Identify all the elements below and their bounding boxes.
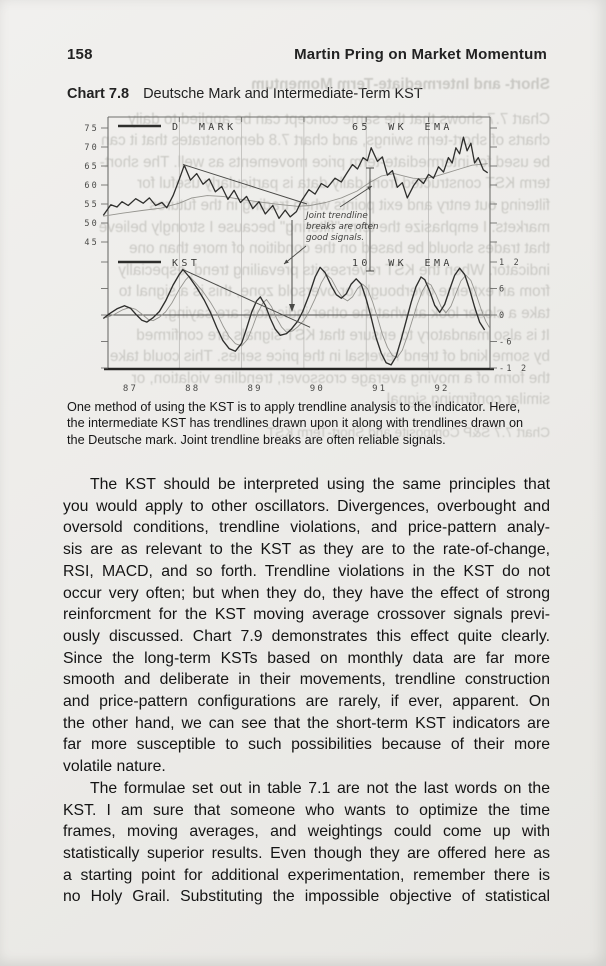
figure-title: Deutsche Mark and Intermediate-Term KST: [143, 86, 423, 102]
x-axis-label: 91: [372, 384, 387, 394]
text-line: smooth and deliberate in their movements…: [63, 671, 550, 689]
legend-dmark: D MARK: [172, 122, 237, 133]
figure-heading: Chart 7.8 Deutsche Mark and Intermediate-…: [67, 86, 423, 102]
text-line: RSI, MACD, and so forth. Trendline viola…: [63, 562, 550, 580]
kst-axis-label: 1 2: [499, 258, 521, 268]
price-axis-label: 55: [84, 200, 99, 210]
text-line: reinforcment for the KST moving average …: [63, 606, 550, 624]
x-axis-label: 90: [310, 384, 325, 394]
text-line: far more susceptible to such possibiliti…: [63, 736, 550, 754]
figure-chart: 75 70 65 60 55 50 45 1 2 6 0 -6 -1 2 87 88 89 90 91 92 D M…: [40, 100, 570, 410]
price-axis-label: 60: [84, 181, 99, 191]
text-line: Since the long-term KSTs based on monthl…: [63, 649, 550, 667]
paragraph-2: The formulae set out in table 7.1 are no…: [63, 778, 550, 908]
price-line: [102, 136, 489, 220]
text-line: KST. I am sure that someone who wants to…: [63, 801, 550, 819]
text-line: sis are as relevant to the KST as they a…: [63, 541, 550, 559]
body-text: The KST should be interpreted using the …: [63, 474, 550, 908]
text-line: the Deutsche mark. Joint trendline break…: [67, 432, 446, 447]
paragraph-1: The KST should be interpreted using the …: [63, 474, 550, 778]
price-ema-line: [103, 163, 488, 217]
kst-axis-label: 0: [499, 311, 506, 321]
joint-break-marker-head: [289, 304, 295, 312]
kst-axis-label: -6: [499, 338, 514, 348]
text-line: ously discussed. Chart 7.9 demonstrates …: [63, 627, 550, 645]
running-title: Martin Pring on Market Momentum: [294, 46, 547, 63]
annotation-arrow-up-head: [367, 186, 372, 191]
annotation-text: good signals.: [306, 233, 364, 243]
legend-65wk-ema: 65 WK EMA: [352, 122, 453, 133]
figure-caption: One method of using the KST is to apply …: [67, 399, 569, 448]
page-header: 158 Martin Pring on Market Momentum: [67, 46, 547, 63]
text-line: a starting point for additional experime…: [63, 866, 550, 884]
kst-ema-line: [105, 273, 490, 358]
x-axis-label: 92: [434, 384, 449, 394]
text-line: One method of using the KST is to apply …: [67, 400, 521, 414]
kst-line: [102, 266, 486, 366]
kst-axis-label: -1 2: [499, 364, 528, 374]
annotation-text: breaks are often: [306, 222, 379, 232]
text-line: and price-pattern configurations are rar…: [63, 693, 550, 711]
x-axis-label: 87: [123, 384, 138, 394]
text-line: occur very often; but when they do, they…: [63, 584, 550, 602]
price-axis-label: 75: [84, 124, 99, 134]
text-line: the other hand, we can see that the shor…: [63, 714, 550, 732]
text-line: statistically superior results. Even tho…: [63, 844, 550, 862]
text-line: the intermediate KST has trendlines draw…: [67, 416, 524, 431]
text-line: The KST should be interpreted using the …: [90, 476, 550, 493]
kst-axis-label: 6: [499, 285, 506, 295]
price-axis-label: 50: [84, 219, 99, 229]
text-line: The formulae set out in table 7.1 are no…: [90, 779, 550, 797]
text-line: Short- and Intermediate-Term Momentum: [251, 76, 550, 93]
annotation-arrow-down: [283, 245, 307, 265]
x-axis-label: 89: [247, 384, 262, 394]
kst-trendline: [181, 268, 311, 328]
annotation-arrow-down-head: [284, 259, 289, 264]
figure-label: Chart 7.8: [67, 86, 130, 102]
x-axis-label: 88: [185, 384, 200, 394]
text-line: volatile nature.: [63, 758, 166, 776]
legend-kst: KST: [172, 258, 200, 269]
annotation-arrow-up: [339, 185, 373, 208]
text-line: you would apply to other oscillators. Di…: [63, 497, 550, 515]
annotation-text: Joint trendline: [304, 211, 368, 221]
page-number: 158: [67, 46, 93, 63]
text-line: oversold conditions, trendline violation…: [63, 519, 550, 537]
price-axis-label: 45: [84, 238, 99, 248]
price-axis-label: 70: [84, 143, 99, 153]
text-line: no Holy Grail. Substituting the impossib…: [63, 888, 550, 906]
price-trendline: [182, 164, 308, 205]
price-axis-label: 65: [84, 162, 99, 172]
legend-10wk-ema: 10 WK EMA: [352, 258, 453, 269]
text-line: frames, moving averages, and weightings …: [63, 823, 550, 841]
